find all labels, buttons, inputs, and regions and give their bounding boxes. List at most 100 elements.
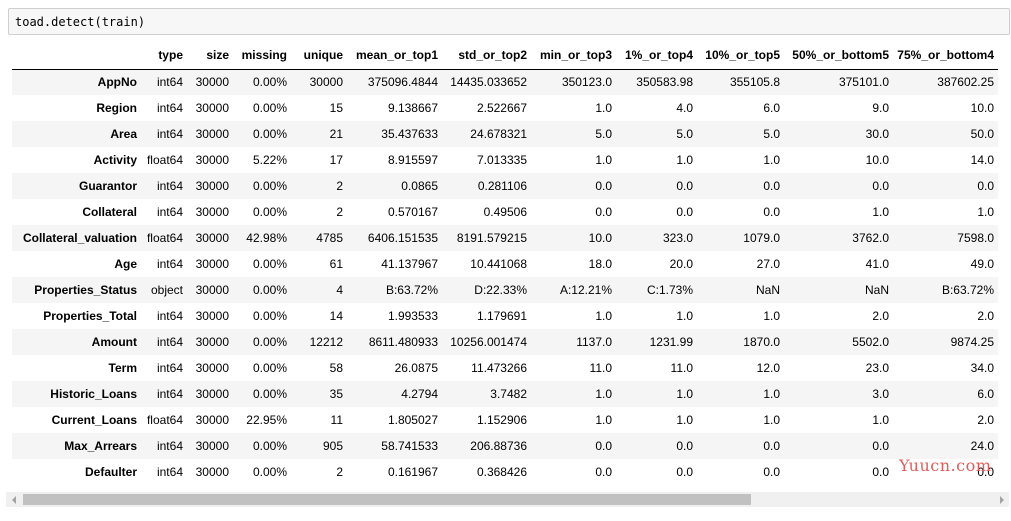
row-index-label: Guarantor	[78, 179, 137, 193]
table-cell: 23.0	[865, 361, 889, 375]
table-cell: 7.013335	[476, 153, 527, 167]
table-cell: 8611.480933	[368, 335, 438, 349]
table-cell: 26.0875	[394, 361, 438, 375]
row-index-label: Properties_Total	[43, 309, 137, 323]
table-cell: 11.0	[589, 361, 612, 375]
table-cell: 0.281106	[477, 179, 527, 193]
table-cell: 34.0	[970, 361, 994, 375]
table-cell: 206.88736	[470, 439, 527, 453]
table-cell: 2.0	[872, 309, 889, 323]
table-cell: 2.522667	[476, 101, 527, 115]
table-cell: 6406.151535	[367, 231, 438, 245]
table-cell: 0.0	[595, 205, 612, 219]
table-cell: 1.0	[872, 205, 889, 219]
table-cell: 1.0	[595, 153, 612, 167]
table-cell: 6.0	[763, 101, 780, 115]
table-cell: 8.915597	[387, 153, 438, 167]
table-row: Age int64 30000 0.00% 61 41.137967 10.441068 18…	[12, 251, 998, 277]
table-cell: float64	[146, 153, 183, 167]
table-cell: 30000	[195, 179, 229, 193]
table-cell: 0.00%	[252, 101, 287, 115]
table-cell: float64	[146, 413, 183, 427]
table-cell: 30000	[195, 283, 229, 297]
table-cell: 4	[336, 283, 343, 297]
table-cell: 0.00%	[252, 75, 287, 90]
table-cell: 8191.579215	[456, 231, 527, 245]
table-cell: 30000	[195, 101, 229, 115]
row-index-label: Term	[108, 361, 137, 375]
column-header: 1%_or_top4	[616, 42, 697, 70]
table-cell: 11	[330, 413, 343, 427]
column-header: 50%_or_bottom5	[784, 42, 893, 70]
scrollbar-thumb[interactable]	[23, 494, 751, 505]
watermark: Yuucn.com	[899, 456, 992, 475]
table-cell: 0.0	[676, 439, 693, 453]
table-cell: 0.00%	[252, 179, 287, 193]
row-index-label: Activity	[93, 153, 137, 167]
table-cell: 50.0	[970, 127, 994, 141]
table-cell: 10.0	[970, 101, 994, 115]
table-cell: 1870.0	[743, 335, 780, 349]
table-cell: int64	[156, 335, 183, 349]
table-cell: 1.0	[763, 387, 780, 401]
table-cell: 30000	[195, 413, 229, 427]
table-cell: 24.678321	[470, 127, 527, 141]
table-cell: 18.0	[588, 257, 612, 271]
table-cell: 5.0	[763, 127, 780, 141]
table-cell: 0.00%	[252, 205, 287, 219]
table-cell: 5502.0	[852, 335, 889, 349]
table-cell: 11.0	[670, 361, 693, 375]
code-cell-source[interactable]: toad.detect(train)	[15, 15, 146, 29]
table-row: Current_Loans float64 30000 22.95% 11 1.80502…	[12, 407, 998, 433]
table-cell: 375096.4844	[367, 75, 438, 90]
table-row: AppNo int64 30000 0.00% 30000 375096.4844 1443…	[12, 69, 998, 95]
table-cell: 30000	[195, 153, 229, 167]
table-row: Activity float64 30000 5.22% 17 8.915597 7.013…	[12, 147, 998, 173]
row-index-label: Max_Arrears	[64, 439, 137, 453]
table-cell: 0.0	[676, 465, 693, 479]
table-cell: 0.0	[595, 465, 612, 479]
table-cell: 24.0	[970, 439, 994, 453]
table-cell: 0.00%	[252, 309, 287, 323]
code-cell[interactable]: toad.detect(train)	[8, 8, 1010, 35]
table-cell: int64	[156, 387, 183, 401]
table-cell: 3.0	[872, 387, 889, 401]
table-cell: 0.0	[977, 465, 994, 479]
table-cell: 2	[336, 179, 343, 193]
table-cell: 0.00%	[252, 257, 287, 271]
row-index-label: AppNo	[97, 75, 137, 90]
table-cell: 0.00%	[252, 387, 287, 401]
table-row: Defaulter int64 30000 0.00% 2 0.161967 0.36842…	[12, 459, 998, 485]
table-cell: B:63.72%	[941, 283, 994, 297]
table-cell: 41.137967	[381, 257, 438, 271]
table-cell: int64	[156, 257, 183, 271]
row-index-label: Age	[114, 257, 137, 271]
table-cell: 0.00%	[252, 465, 287, 479]
row-index-label: Amount	[91, 335, 137, 349]
table-cell: 9.0	[872, 101, 889, 115]
chevron-left-icon[interactable]	[6, 492, 21, 507]
table-cell: 1.0	[872, 413, 889, 427]
chevron-right-icon[interactable]	[994, 492, 1009, 507]
table-cell: 2.0	[977, 309, 994, 323]
table-cell: 1.0	[676, 387, 693, 401]
table-cell: 1137.0	[576, 335, 612, 349]
table-cell: float64	[146, 231, 183, 245]
table-cell: 1.0	[676, 309, 693, 323]
table-cell: 1.0	[595, 413, 612, 427]
column-header: unique	[291, 42, 347, 70]
table-cell: 1.0	[763, 309, 780, 323]
table-cell: 30000	[195, 335, 229, 349]
table-cell: 41.0	[865, 257, 889, 271]
table-cell: 15	[329, 101, 343, 115]
table-cell: 4.2794	[401, 387, 438, 401]
table-cell: 0.0	[872, 179, 889, 193]
table-cell: 7598.0	[957, 231, 994, 245]
table-cell: 14435.033652	[450, 75, 527, 90]
table-cell: 9874.25	[950, 335, 994, 349]
table-cell: 1.0	[676, 153, 693, 167]
table-cell: 0.00%	[252, 283, 287, 297]
horizontal-scrollbar[interactable]	[6, 492, 1009, 507]
table-cell: 35	[329, 387, 343, 401]
table-cell: 10.0	[588, 231, 612, 245]
